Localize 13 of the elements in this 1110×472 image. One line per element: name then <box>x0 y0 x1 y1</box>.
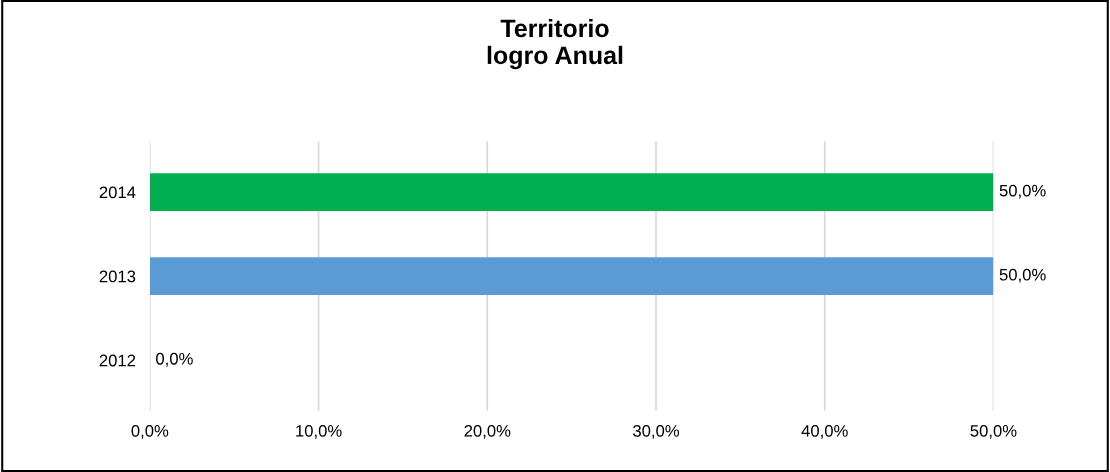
x-tick-label: 30,0% <box>633 424 680 439</box>
x-tick-label: 20,0% <box>464 424 511 439</box>
x-tick-label: 0,0% <box>131 424 169 439</box>
data-label: 50,0% <box>999 268 1046 283</box>
chart-title: Territorio logro Anual <box>487 18 623 70</box>
y-tick-label: 2012 <box>99 354 136 367</box>
x-tick-label: 50,0% <box>970 424 1017 439</box>
x-tick-label: 10,0% <box>296 424 342 439</box>
data-label: 50,0% <box>999 184 1046 199</box>
data-label: 0,0% <box>156 352 193 367</box>
x-tick-label: 40,0% <box>801 424 848 439</box>
y-tick-label: 2014 <box>99 186 136 199</box>
y-tick-label: 2013 <box>99 270 136 283</box>
